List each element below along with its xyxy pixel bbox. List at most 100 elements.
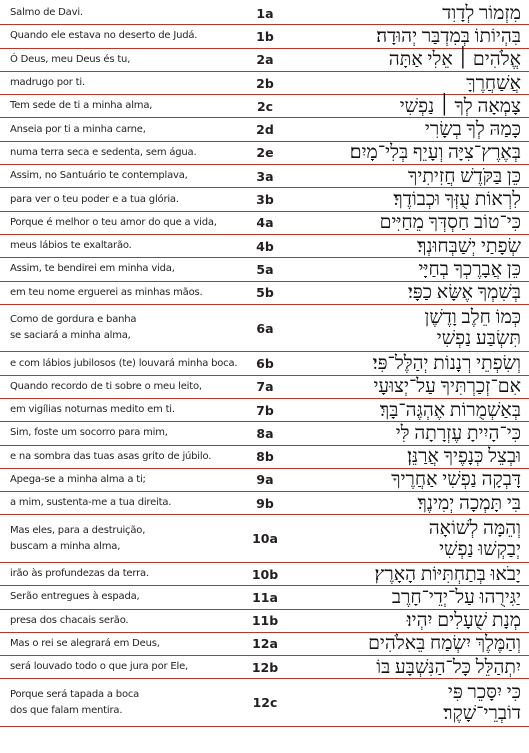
hebrew-line: שְׂפָתַי יְשַׁבְּחוּנְךָ׃ bbox=[417, 235, 521, 257]
verse-row: Porque será tapada a boca dos que falam m… bbox=[0, 679, 529, 727]
portuguese-text: irão às profundezas da terra. bbox=[0, 566, 235, 582]
verse-ref: 8a bbox=[256, 425, 274, 441]
hebrew-text: אֱלֹהִים ׀ אֵלִי אַתָּה bbox=[295, 49, 529, 70]
verse-ref: 7a bbox=[256, 379, 274, 395]
portuguese-line: será louvado todo o que jura por Ele, bbox=[10, 661, 189, 673]
portuguese-text: Tem sede de ti a minha alma, bbox=[0, 98, 235, 114]
hebrew-text: כִּי יִסָּכֵר פִּי דוֹבְרֵי־שָׁקֶר׃ bbox=[295, 682, 529, 724]
portuguese-line: em teu nome erguerei as minhas mãos. bbox=[10, 286, 203, 298]
portuguese-text: Porque será tapada a boca dos que falam m… bbox=[0, 687, 235, 719]
hebrew-line: וּבְצֵל כְּנָפֶיךָ אֲרַנֵּן׃ bbox=[407, 446, 521, 468]
verse-row: Assim, te bendirei em minha vida, 5a כֵּן … bbox=[0, 258, 529, 282]
verse-ref: 7b bbox=[256, 402, 274, 418]
hebrew-text: אֲשַׁחֲרֶךָּ bbox=[295, 73, 529, 94]
portuguese-text: Sim, foste um socorro para mim, bbox=[0, 425, 235, 441]
hebrew-line: כִּי־הָיִיתָ עֶזְרָתָה לִּי bbox=[395, 422, 521, 444]
verse-row: Apega-se a minha alma a ti; 9a דָּבְקָה נַ… bbox=[0, 469, 529, 493]
portuguese-line: Assim, te bendirei em minha vida, bbox=[10, 263, 175, 275]
verse-row: numa terra seca e sedenta, sem água. 2e בְ… bbox=[0, 142, 529, 166]
portuguese-line: Ó Deus, meu Deus és tu, bbox=[10, 53, 131, 65]
portuguese-text: Ó Deus, meu Deus és tu, bbox=[0, 52, 235, 68]
verse-ref: 3a bbox=[256, 168, 274, 184]
portuguese-line: Anseia por ti a minha carne, bbox=[10, 123, 146, 135]
portuguese-line: Salmo de Davi. bbox=[10, 7, 83, 19]
portuguese-text: em teu nome erguerei as minhas mãos. bbox=[0, 285, 235, 301]
hebrew-line: מִזְמוֹר לְדָוִד bbox=[442, 2, 521, 24]
hebrew-line: יָבֹאוּ בְּתַחְתִּיּוֹת הָאָרֶץ׃ bbox=[374, 563, 521, 585]
portuguese-line: Quando recordo de ti sobre o meu leito, bbox=[10, 380, 202, 392]
hebrew-text: וְשִׂפְתֵי רְנָנוֹת יְהַלֶּל־פִּי׃ bbox=[295, 353, 529, 374]
portuguese-text: será louvado todo o que jura por Ele, bbox=[0, 659, 235, 675]
verse-ref: 2d bbox=[256, 122, 274, 138]
verse-row: e com lábios jubilosos (te) louvará minh… bbox=[0, 352, 529, 376]
verse-ref: 11b bbox=[251, 613, 279, 629]
verse-row: Tem sede de ti a minha alma, 2c צָמְאָה לְ… bbox=[0, 95, 529, 119]
hebrew-text: וְהֵמָּה לְשׁוֹאָה יְבַקְשׁוּ נַפְשִׁי bbox=[295, 518, 529, 560]
verse-ref: 5b bbox=[256, 285, 274, 301]
hebrew-line: וְשִׂפְתֵי רְנָנוֹת יְהַלֶּל־פִּי׃ bbox=[372, 353, 521, 374]
hebrew-text: שְׂפָתַי יְשַׁבְּחוּנְךָ׃ bbox=[295, 236, 529, 257]
portuguese-text: madrugo por ti. bbox=[0, 75, 235, 91]
hebrew-line: דָּבְקָה נַפְשִׁי אַחֲרֶיךָ bbox=[391, 469, 521, 491]
hebrew-line: כֵּן בַּקֹּדֶשׁ חֲזִיתִיךָ bbox=[408, 165, 521, 187]
portuguese-text: Salmo de Davi. bbox=[0, 5, 235, 21]
verse-ref: 12b bbox=[251, 659, 279, 675]
verse-row: a mim, sustenta-me a tua direita. 9b בִּי … bbox=[0, 492, 529, 516]
verse-ref: 3b bbox=[256, 192, 274, 208]
portuguese-text: Como de gordura e banha se saciará a minh… bbox=[0, 312, 235, 344]
verse-row: Anseia por ti a minha carne, 2d כָּמַהּ לְ… bbox=[0, 118, 529, 142]
portuguese-text: Mas eles, para a destruição, buscam a min… bbox=[0, 523, 235, 555]
portuguese-text: a mim, sustenta-me a tua direita. bbox=[0, 495, 235, 511]
hebrew-line: אִם־זְכַרְתִּיךָ עַל־יְצוּעָי bbox=[373, 376, 521, 398]
verse-ref: 2b bbox=[256, 75, 274, 91]
verse-row: Porque é melhor o teu amor do que a vida… bbox=[0, 212, 529, 235]
hebrew-line: בִּהְיוֹתוֹ בְּמִדְבַּר יְהוּדָה׃ bbox=[376, 25, 521, 47]
hebrew-text: וּבְצֵל כְּנָפֶיךָ אֲרַנֵּן׃ bbox=[295, 446, 529, 467]
verse-ref: 5a bbox=[256, 261, 274, 277]
hebrew-line: יַגִּירֻהוּ עַל־יְדֵי־חָרֶב bbox=[391, 586, 521, 608]
verse-row: Quando recordo de ti sobre o meu leito, 7… bbox=[0, 376, 529, 399]
hebrew-text: יָבֹאוּ בְּתַחְתִּיּוֹת הָאָרֶץ׃ bbox=[295, 564, 529, 585]
portuguese-line: Tem sede de ti a minha alma, bbox=[10, 100, 153, 112]
portuguese-line: meus lábios te exaltarão. bbox=[10, 240, 132, 252]
hebrew-text: כֵּן בַּקֹּדֶשׁ חֲזִיתִיךָ bbox=[295, 166, 529, 187]
verse-row: para ver o teu poder e a tua glória. 3b לִ… bbox=[0, 188, 529, 212]
verse-row: irão às profundezas da terra. 10b יָבֹאוּ … bbox=[0, 563, 529, 587]
portuguese-line: em vigílias noturnas medito em ti. bbox=[10, 404, 175, 416]
hebrew-text: מִזְמוֹר לְדָוִד bbox=[295, 3, 529, 24]
portuguese-line: Assim, no Santuário te contemplava, bbox=[10, 170, 188, 182]
verse-ref: 1b bbox=[256, 28, 274, 44]
verse-ref: 4b bbox=[256, 238, 274, 254]
verse-row: será louvado todo o que jura por Ele, 12b… bbox=[0, 656, 529, 680]
hebrew-text: בְּאַשְׁמֻרוֹת אֶהְגֶּה־בָּךְ׃ bbox=[295, 400, 529, 421]
verse-ref: 9a bbox=[256, 472, 274, 488]
verse-ref: 2e bbox=[256, 145, 274, 161]
verse-row: em teu nome erguerei as minhas mãos. 5b בְ… bbox=[0, 282, 529, 305]
verse-ref: 4a bbox=[256, 215, 274, 231]
hebrew-line: וְהַמֶּלֶךְ יִשְׂמַח בֵּאלֹהִים bbox=[368, 633, 521, 655]
portuguese-text: numa terra seca e sedenta, sem água. bbox=[0, 145, 235, 161]
portuguese-text: Quando ele estava no deserto de Judá. bbox=[0, 28, 235, 44]
portuguese-line: Porque será tapada a boca bbox=[10, 688, 140, 700]
hebrew-text: בִּי תָּמְכָה יְמִינֶךָ׃ bbox=[295, 493, 529, 514]
hebrew-line: כָּמַהּ לְךָ בְשָׂרִי bbox=[424, 119, 521, 141]
portuguese-line: dos que falam mentira. bbox=[10, 704, 123, 716]
verse-row: Mas eles, para a destruição, buscam a min… bbox=[0, 515, 529, 563]
verse-row: Salmo de Davi. 1a מִזְמוֹר לְדָוִד bbox=[0, 2, 529, 26]
verse-row: Mas o rei se alegrará em Deus, 12a וְהַמֶּ… bbox=[0, 633, 529, 657]
hebrew-text: צָמְאָה לְךָ ׀ נַפְשִׁי bbox=[295, 96, 529, 117]
portuguese-line: Quando ele estava no deserto de Judá. bbox=[10, 30, 198, 42]
hebrew-text: בְּאֶרֶץ־צִיָּה וְעָיֵף בְּלִי־מָיִם׃ bbox=[295, 142, 529, 163]
hebrew-line: צָמְאָה לְךָ ׀ נַפְשִׁי bbox=[399, 95, 521, 117]
hebrew-text: מְנָת שֻׁעָלִים יִהְיוּ׃ bbox=[295, 610, 529, 631]
portuguese-text: Assim, no Santuário te contemplava, bbox=[0, 168, 235, 184]
verse-ref: 12c bbox=[252, 695, 278, 711]
portuguese-line: numa terra seca e sedenta, sem água. bbox=[10, 146, 197, 158]
portuguese-line: presa dos chacais serão. bbox=[10, 614, 129, 626]
portuguese-line: Mas eles, para a destruição, bbox=[10, 524, 146, 536]
hebrew-line: אֱלֹהִים ׀ אֵלִי אַתָּה bbox=[388, 49, 521, 71]
portuguese-line: Apega-se a minha alma a ti; bbox=[10, 473, 146, 485]
hebrew-line: בְּשִׁמְךָ אֶשָּׂא כַפָּי׃ bbox=[407, 282, 521, 304]
hebrew-line: אֲשַׁחֲרֶךָּ bbox=[466, 72, 521, 94]
